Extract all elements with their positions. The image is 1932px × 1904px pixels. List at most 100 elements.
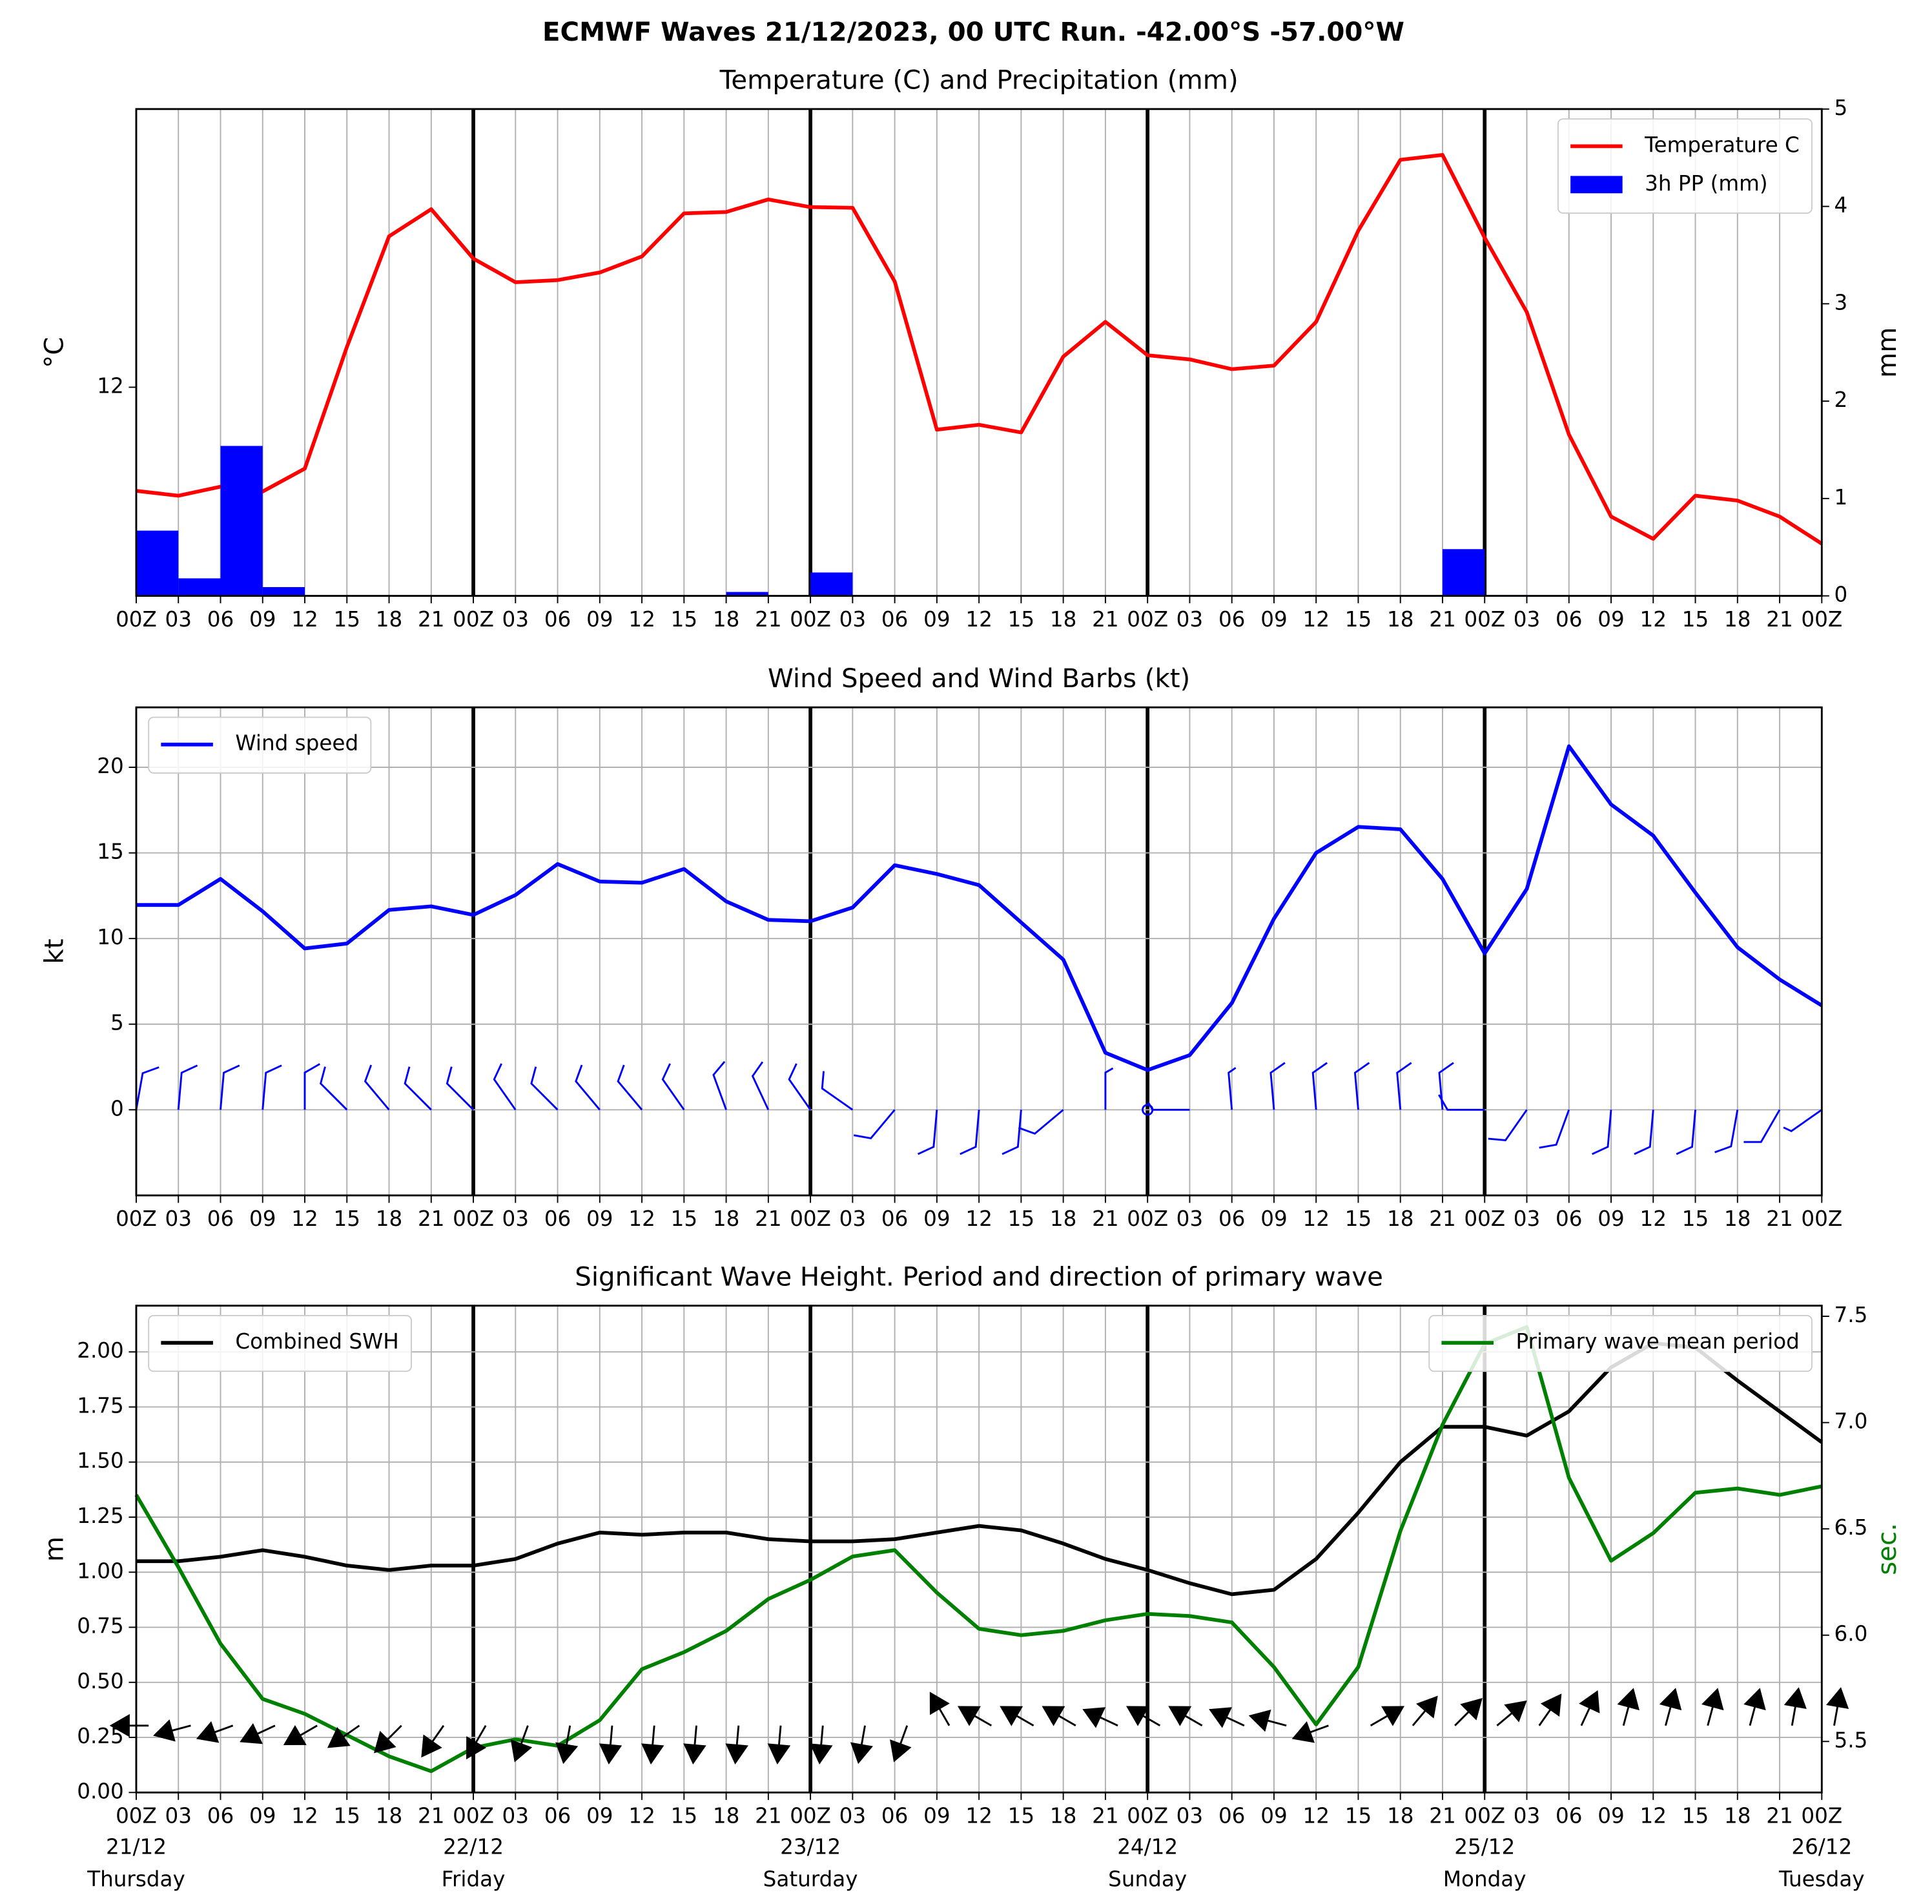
wave-arrow <box>957 1706 992 1727</box>
x-tick-label: 12 <box>1302 607 1329 632</box>
weekday-label: Thursday <box>87 1867 185 1892</box>
date-label: 24/12 <box>1117 1835 1178 1859</box>
legend-label: Combined SWH <box>235 1329 398 1354</box>
y2-tick-label: 6.0 <box>1834 1622 1867 1646</box>
y2-tick-label: 7.0 <box>1834 1409 1867 1434</box>
date-label: 25/12 <box>1454 1835 1515 1859</box>
wave-arrow <box>1826 1687 1849 1726</box>
legend-box <box>148 716 372 774</box>
x-tick-label: 09 <box>1260 1206 1287 1231</box>
x-tick-label: 12 <box>965 1206 992 1231</box>
wave-arrow <box>1000 1706 1034 1727</box>
x-tick-label: 06 <box>207 1206 234 1231</box>
x-tick-label: 06 <box>1218 1206 1245 1231</box>
wind-barb <box>135 1066 159 1110</box>
y-tick-label: 15 <box>97 840 123 864</box>
x-tick-label: 12 <box>1640 607 1667 632</box>
x-tick-label: 09 <box>1260 607 1287 632</box>
wind-barb <box>530 1066 559 1111</box>
legend-swatch <box>1570 176 1623 194</box>
weekday-label: Saturday <box>763 1867 858 1892</box>
y2-tick-label: 0 <box>1834 583 1847 607</box>
wind-barb <box>751 1061 770 1110</box>
x-tick-label: 18 <box>1387 607 1413 632</box>
x-tick-label: 12 <box>965 1804 992 1828</box>
x-tick-label: 18 <box>713 607 739 632</box>
x-tick-label: 03 <box>839 1206 866 1231</box>
chart-title: Temperature (C) and Precipitation (mm) <box>719 66 1238 96</box>
wave-arrow <box>683 1725 706 1764</box>
wave-arrow <box>466 1725 487 1760</box>
plot-frame <box>135 108 1823 597</box>
wave-arrow <box>153 1719 191 1742</box>
wave-arrow <box>196 1721 234 1743</box>
x-tick-label: 15 <box>671 1804 697 1828</box>
x-tick-label: 06 <box>544 1206 571 1231</box>
bar <box>726 592 768 596</box>
wave-arrow <box>1496 1700 1527 1726</box>
y-axis-label: °C <box>39 337 69 368</box>
wave-arrow <box>1659 1688 1682 1726</box>
legend: Temperature C 3h PP (mm) <box>1557 118 1813 214</box>
wind-barb <box>1396 1062 1412 1110</box>
x-tick-label: 00Z <box>453 1804 494 1828</box>
x-tick-label: 09 <box>923 1804 950 1828</box>
wave-arrow <box>809 1725 833 1764</box>
wind-barb <box>1311 1062 1328 1110</box>
x-tick-label: 15 <box>1345 1206 1372 1231</box>
x-tick-label: 12 <box>965 607 992 632</box>
x-tick-label: 21 <box>755 607 781 632</box>
x-tick-label: 18 <box>1724 607 1751 632</box>
x-tick-label: 12 <box>1302 1804 1329 1828</box>
x-tick-label: 15 <box>1345 607 1372 632</box>
x-tick-label: 03 <box>839 607 866 632</box>
x-tick-label: 09 <box>586 607 613 632</box>
wind-barb <box>661 1063 685 1111</box>
y-tick-label: 20 <box>97 754 123 778</box>
y-axis-label: kt <box>39 938 69 964</box>
x-tick-label: 00Z <box>116 1804 157 1828</box>
x-tick-label: 15 <box>1008 1206 1034 1231</box>
weekday-label: Tuesday <box>1778 1867 1865 1892</box>
x-tick-label: 15 <box>1682 1206 1709 1231</box>
x-tick-label: 03 <box>165 607 191 632</box>
x-tick-label: 09 <box>249 1804 276 1828</box>
x-tick-label: 03 <box>502 607 529 632</box>
wind-barb <box>1783 1109 1823 1132</box>
wind-barb <box>1353 1062 1370 1110</box>
x-tick-label: 00Z <box>1464 607 1505 632</box>
y-tick-label: 12 <box>97 374 123 398</box>
wave-arrow <box>240 1723 276 1744</box>
x-tick-label: 21 <box>1092 607 1118 632</box>
plot-frame <box>135 706 1823 1197</box>
x-tick-label: 06 <box>1556 607 1582 632</box>
y2-tick-label: 5 <box>1834 96 1847 120</box>
x-tick-label: 15 <box>334 607 360 632</box>
x-tick-label: 06 <box>881 1804 908 1828</box>
x-tick-label: 03 <box>1514 607 1540 632</box>
wave-arrow <box>929 1692 951 1726</box>
wind-barb <box>1714 1110 1739 1154</box>
wind-barb <box>1104 1067 1114 1110</box>
x-tick-label: 06 <box>1556 1804 1582 1828</box>
x-tick-label: 09 <box>1598 1206 1624 1231</box>
y-tick-label: 10 <box>97 925 123 949</box>
x-tick-label: 09 <box>1598 607 1624 632</box>
plot-frame <box>135 1305 1823 1794</box>
wave-arrow <box>767 1725 791 1764</box>
x-tick-label: 21 <box>755 1804 781 1828</box>
wind-barb <box>1002 1110 1022 1155</box>
y-tick-label: 0 <box>110 1096 124 1121</box>
x-tick-label: 00Z <box>1464 1804 1505 1828</box>
legend-label: 3h PP (mm) <box>1645 171 1767 196</box>
x-tick-label: 18 <box>1050 607 1076 632</box>
wind-barb <box>575 1064 601 1111</box>
x-tick-label: 21 <box>1766 607 1793 632</box>
y-axis-label: m <box>39 1537 69 1562</box>
x-tick-label: 12 <box>628 1206 655 1231</box>
x-tick-label: 03 <box>502 1804 529 1828</box>
legend: Combined SWH <box>148 1314 412 1372</box>
x-tick-label: 03 <box>839 1804 866 1828</box>
